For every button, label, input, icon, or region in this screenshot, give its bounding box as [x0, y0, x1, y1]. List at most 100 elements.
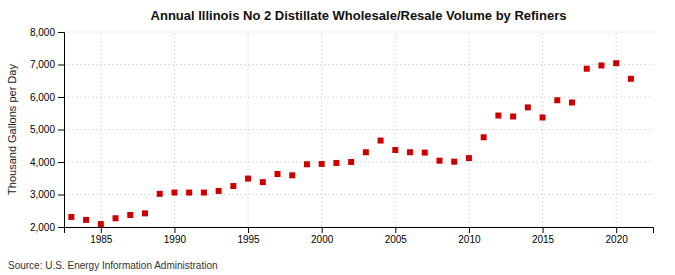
- point: [481, 134, 487, 140]
- y-tick: 4,000: [30, 157, 64, 168]
- grid-line-y: [64, 129, 653, 130]
- point: [348, 159, 354, 165]
- y-tick-mark: [58, 65, 64, 66]
- point: [68, 214, 74, 220]
- y-tick-mark: [58, 162, 64, 163]
- point: [407, 149, 413, 155]
- point: [289, 172, 295, 178]
- point: [525, 104, 531, 110]
- point: [495, 113, 501, 119]
- x-tick-label: 2015: [532, 234, 555, 245]
- y-tick-label: 4,000: [30, 157, 55, 168]
- x-tick-mark: [616, 227, 617, 233]
- y-axis-line: [58, 33, 65, 228]
- x-tick-mark: [469, 227, 470, 233]
- point: [333, 160, 339, 166]
- y-tick-label: 8,000: [30, 27, 55, 38]
- grid-line-y: [64, 194, 653, 195]
- y-axis-title: Thousand Gallons per Day: [6, 64, 18, 195]
- grid-line-x: [395, 32, 396, 227]
- x-tick-mark: [248, 227, 249, 233]
- x-axis-line: [65, 228, 654, 234]
- point: [378, 138, 384, 144]
- y-tick-mark: [58, 97, 64, 98]
- grid-line-y: [64, 32, 653, 33]
- x-tick-label: 1985: [90, 234, 113, 245]
- x-tick: 2000: [311, 227, 334, 245]
- x-tick-mark: [101, 227, 102, 233]
- y-tick-mark: [58, 227, 64, 228]
- point: [613, 60, 619, 66]
- point: [554, 97, 560, 103]
- y-tick-label: 7,000: [30, 59, 55, 70]
- point: [186, 190, 192, 196]
- point: [142, 210, 148, 216]
- y-tick: 6,000: [30, 92, 64, 103]
- point: [260, 179, 266, 185]
- x-tick-mark: [543, 227, 544, 233]
- point: [304, 161, 310, 167]
- point: [201, 190, 207, 196]
- source-note: Source: U.S. Energy Information Administ…: [8, 260, 218, 271]
- x-tick-mark: [395, 227, 396, 233]
- point: [275, 171, 281, 177]
- chart: 1985 1990 1995 2000 2005 2010 2015 2020 2,000 3,0…: [0, 0, 675, 275]
- x-tick: 2005: [385, 227, 408, 245]
- point: [510, 114, 516, 120]
- y-tick: 7,000: [30, 59, 64, 70]
- points: [68, 60, 634, 227]
- grid-line-y: [64, 64, 653, 65]
- x-tick: 2020: [606, 227, 629, 245]
- point: [584, 66, 590, 72]
- y-tick-mark: [58, 130, 64, 131]
- point: [98, 221, 104, 227]
- point: [466, 155, 472, 161]
- point: [245, 176, 251, 182]
- point: [392, 147, 398, 153]
- y-tick-label: 3,000: [30, 189, 55, 200]
- y-tick-mark: [58, 32, 64, 33]
- point: [216, 188, 222, 194]
- point: [540, 114, 546, 120]
- point: [363, 149, 369, 155]
- point: [171, 190, 177, 196]
- grid-line-x: [542, 32, 543, 227]
- point: [451, 159, 457, 165]
- y-tick: 2,000: [30, 222, 64, 233]
- point: [319, 161, 325, 167]
- x-tick: 2015: [532, 227, 555, 245]
- x-tick: 1990: [164, 227, 187, 245]
- grid-line-y: [64, 162, 653, 163]
- y-tick-label: 6,000: [30, 92, 55, 103]
- y-tick: 3,000: [30, 189, 64, 200]
- grid: [64, 32, 653, 227]
- x-tick-label: 2000: [311, 234, 334, 245]
- point: [569, 100, 575, 106]
- x-tick-label: 1990: [164, 234, 187, 245]
- point: [157, 191, 163, 197]
- point: [598, 62, 604, 68]
- y-tick: 5,000: [30, 124, 64, 135]
- x-tick: 1995: [237, 227, 260, 245]
- y-tick-label: 5,000: [30, 124, 55, 135]
- grid-line-y: [64, 97, 653, 98]
- point: [422, 150, 428, 156]
- y-tick-mark: [58, 195, 64, 196]
- x-tick-label: 2020: [606, 234, 629, 245]
- y-axis: 2,000 3,000 4,000 5,000 6,000 7,000 8,000: [30, 27, 65, 233]
- x-tick-mark: [174, 227, 175, 233]
- point: [127, 212, 133, 218]
- x-tick-mark: [322, 227, 323, 233]
- x-tick: 2010: [458, 227, 481, 245]
- y-tick-label: 2,000: [30, 222, 55, 233]
- point: [83, 217, 89, 223]
- x-tick-label: 2010: [458, 234, 481, 245]
- x-tick-label: 2005: [385, 234, 408, 245]
- grid-line-x: [174, 32, 175, 227]
- x-tick-label: 1995: [237, 234, 260, 245]
- x-axis: 1985 1990 1995 2000 2005 2010 2015 2020: [65, 227, 654, 245]
- y-tick: 8,000: [30, 27, 64, 38]
- point: [230, 183, 236, 189]
- point: [436, 158, 442, 164]
- point: [113, 215, 119, 221]
